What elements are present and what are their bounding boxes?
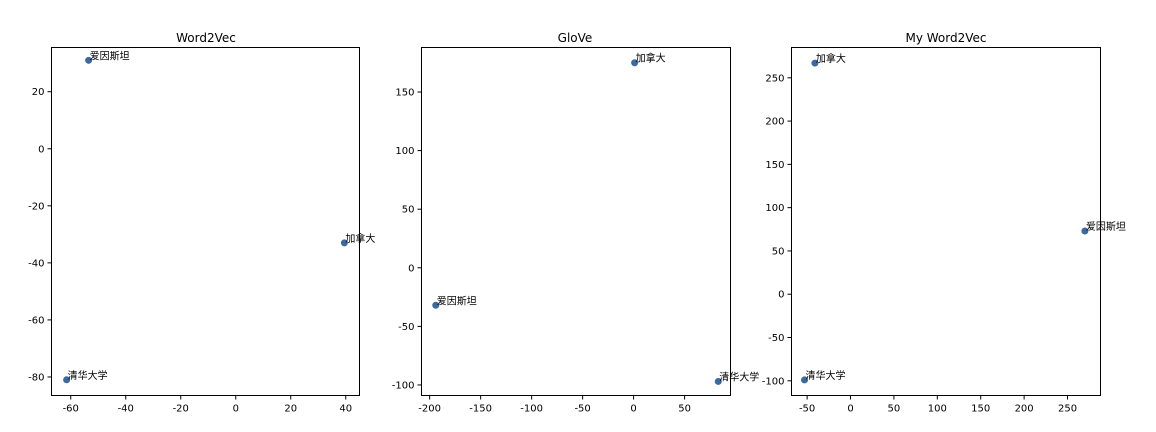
y-tick-label: 0 <box>778 290 784 301</box>
x-tick-label: 0 <box>847 404 853 415</box>
point-label: 清华大学 <box>68 369 108 382</box>
scatter-point <box>1081 227 1089 235</box>
y-tick-label: -20 <box>28 201 44 212</box>
x-tick-label: 150 <box>971 404 990 415</box>
point-label: 加拿大 <box>636 52 666 65</box>
x-tick-label: 50 <box>678 404 691 415</box>
plot-frame <box>51 47 360 396</box>
scatter-point <box>340 239 348 247</box>
y-tick-label: 50 <box>772 246 785 257</box>
point-label: 爱因斯坦 <box>437 294 477 307</box>
y-tick-label: -50 <box>398 322 414 333</box>
y-tick-label: 0 <box>38 144 44 155</box>
tick-group: -200 -150 -100 -50 0 50 -100 -50 0 50 100 150 <box>392 88 691 415</box>
subplot-title: My Word2Vec <box>905 31 986 45</box>
y-tick-label: -40 <box>28 258 44 269</box>
y-tick-label: 150 <box>395 88 414 99</box>
point-label: 加拿大 <box>816 52 846 65</box>
y-tick-label: -50 <box>768 333 784 344</box>
point-label: 加拿大 <box>345 232 375 245</box>
y-tick-label: 250 <box>765 73 784 84</box>
x-tick-label: -50 <box>574 404 590 415</box>
y-tick-label: 100 <box>395 146 414 157</box>
y-tick-label: -80 <box>28 372 44 383</box>
x-tick-label: 250 <box>1058 404 1077 415</box>
y-tick-label: -100 <box>392 380 415 391</box>
y-tick-label: 200 <box>765 117 784 128</box>
x-tick-label: 0 <box>630 404 636 415</box>
y-tick-label: 0 <box>408 263 414 274</box>
x-tick-label: -60 <box>63 404 79 415</box>
tick-group: -60 -40 -20 0 20 40 -80 -60 -40 -20 0 20 <box>28 87 352 414</box>
x-tick-label: 0 <box>233 404 239 415</box>
x-tick-label: -200 <box>418 404 441 415</box>
x-tick-label: -100 <box>520 404 543 415</box>
scatter-point <box>85 56 93 64</box>
x-tick-label: -50 <box>799 404 815 415</box>
y-tick-label: 100 <box>765 203 784 214</box>
y-tick-label: 50 <box>402 205 415 216</box>
y-tick-label: -100 <box>762 376 785 387</box>
point-label: 爱因斯坦 <box>1086 220 1126 233</box>
scatter-point <box>432 301 440 309</box>
y-tick-label: -60 <box>28 315 44 326</box>
my-word2vec-subplot: My Word2Vec -50 0 50 100 150 200 250 -100 -50 0 50… <box>762 31 1126 415</box>
scatter-point <box>811 59 819 67</box>
point-label: 清华大学 <box>806 369 846 382</box>
point-label: 爱因斯坦 <box>90 49 130 62</box>
x-tick-label: 20 <box>284 404 297 415</box>
glove-subplot: GloVe -200 -150 -100 -50 0 50 -100 -50 0 50 100 150… <box>392 31 759 415</box>
scatter-point <box>63 376 71 384</box>
point-label: 清华大学 <box>719 370 759 383</box>
y-tick-label: 150 <box>765 160 784 171</box>
x-tick-label: -150 <box>469 404 492 415</box>
plot-frame <box>791 47 1101 396</box>
plot-frame <box>421 47 731 396</box>
scatter-point <box>801 376 809 384</box>
x-tick-label: 200 <box>1015 404 1034 415</box>
word2vec-subplot: Word2Vec -60 -40 -20 0 20 40 -80 -60 -40 -20 0 20 爱… <box>28 31 375 415</box>
x-tick-label: 40 <box>339 404 352 415</box>
tick-group: -50 0 50 100 150 200 250 -100 -50 0 50 100 150 200 250 <box>762 73 1077 414</box>
subplot-title: Word2Vec <box>176 31 236 45</box>
scatter-point <box>714 377 722 385</box>
scatter-point <box>631 59 639 67</box>
x-tick-label: -40 <box>118 404 134 415</box>
y-tick-label: 20 <box>32 87 45 98</box>
x-tick-label: 50 <box>888 404 901 415</box>
x-tick-label: -20 <box>173 404 189 415</box>
subplot-title: GloVe <box>558 31 593 45</box>
x-tick-label: 100 <box>928 404 947 415</box>
